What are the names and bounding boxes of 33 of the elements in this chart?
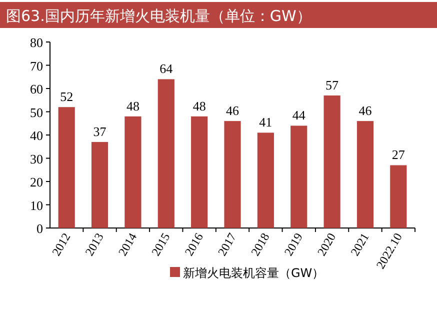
y-tick-label: 60 <box>30 82 43 96</box>
data-label: 27 <box>392 147 406 162</box>
data-label: 37 <box>93 124 107 139</box>
y-tick-label: 10 <box>30 198 43 213</box>
data-label: 64 <box>160 61 174 76</box>
data-label: 46 <box>358 103 372 118</box>
y-tick-label: 50 <box>30 104 43 120</box>
bar <box>58 107 75 228</box>
bar <box>224 121 241 228</box>
bar <box>124 116 142 228</box>
data-label: 52 <box>60 89 74 104</box>
bar <box>356 121 374 228</box>
bar <box>324 95 340 228</box>
data-label: 48 <box>192 98 206 114</box>
y-tick-label: 70 <box>30 58 43 74</box>
data-label: 46 <box>226 103 240 118</box>
y-tick-label: 40 <box>30 128 43 143</box>
data-label: 48 <box>126 98 140 114</box>
bar <box>257 132 274 228</box>
bar <box>158 79 174 228</box>
chart-title: 图63.国内历年新增火电装机量（单位：GW） <box>6 7 312 25</box>
data-label: 41 <box>259 114 272 130</box>
bar <box>390 165 407 228</box>
y-tick-label: 0 <box>36 221 43 236</box>
y-tick-label: 30 <box>30 151 43 166</box>
y-tick-label: 80 <box>30 35 43 50</box>
bar <box>290 126 308 228</box>
bar <box>191 116 208 228</box>
y-tick-label: 20 <box>30 174 43 190</box>
legend-label: 新增火电装机容量（GW） <box>183 266 324 280</box>
bar <box>91 142 108 228</box>
data-label: 44 <box>292 108 306 123</box>
data-label: 57 <box>326 77 340 92</box>
